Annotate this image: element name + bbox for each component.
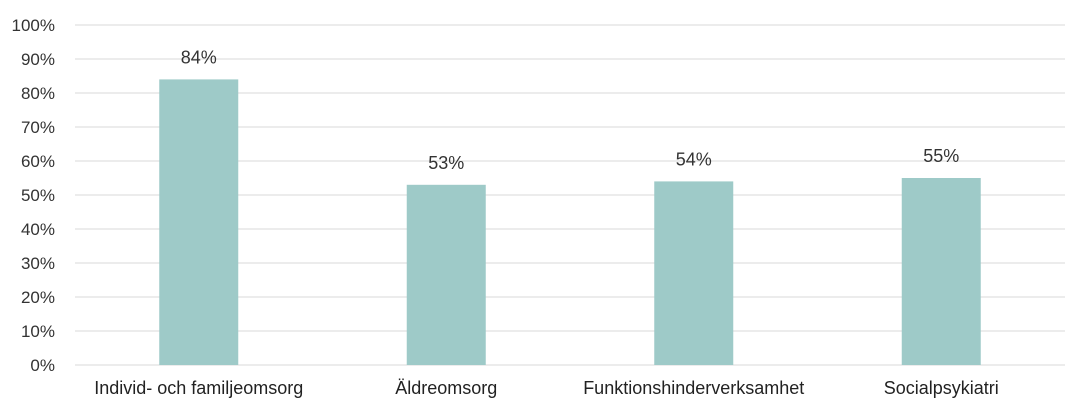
y-tick-label: 0%	[30, 356, 55, 375]
data-label: 54%	[676, 149, 712, 169]
bar	[901, 178, 981, 365]
data-label: 53%	[428, 153, 464, 173]
y-axis-tick-labels: 0% 10% 20% 30% 40% 50% 60% 70% 80% 90% 100%	[12, 16, 55, 375]
y-tick-label: 90%	[21, 50, 55, 69]
y-tick-label: 60%	[21, 152, 55, 171]
bar	[159, 79, 239, 366]
y-tick-label: 100%	[12, 16, 55, 35]
y-tick-label: 40%	[21, 220, 55, 239]
y-tick-label: 80%	[21, 84, 55, 103]
data-labels: 84% 53% 54% 55%	[181, 47, 960, 172]
bars	[159, 79, 981, 366]
gridlines	[75, 24, 1065, 366]
y-tick-label: 20%	[21, 288, 55, 307]
y-tick-label: 70%	[21, 118, 55, 137]
x-axis-category-labels: Individ- och familjeomsorg Äldreomsorg Fun…	[94, 378, 999, 398]
y-tick-label: 50%	[21, 186, 55, 205]
y-tick-label: 10%	[21, 322, 55, 341]
category-label: Socialpsykiatri	[884, 378, 999, 398]
category-label: Funktionshinderverksamhet	[583, 378, 804, 398]
data-label: 84%	[181, 47, 217, 67]
category-label: Äldreomsorg	[395, 378, 497, 398]
category-label: Individ- och familjeomsorg	[94, 378, 303, 398]
data-label: 55%	[923, 146, 959, 166]
y-tick-label: 30%	[21, 254, 55, 273]
bar	[654, 181, 734, 365]
bar	[406, 184, 486, 365]
